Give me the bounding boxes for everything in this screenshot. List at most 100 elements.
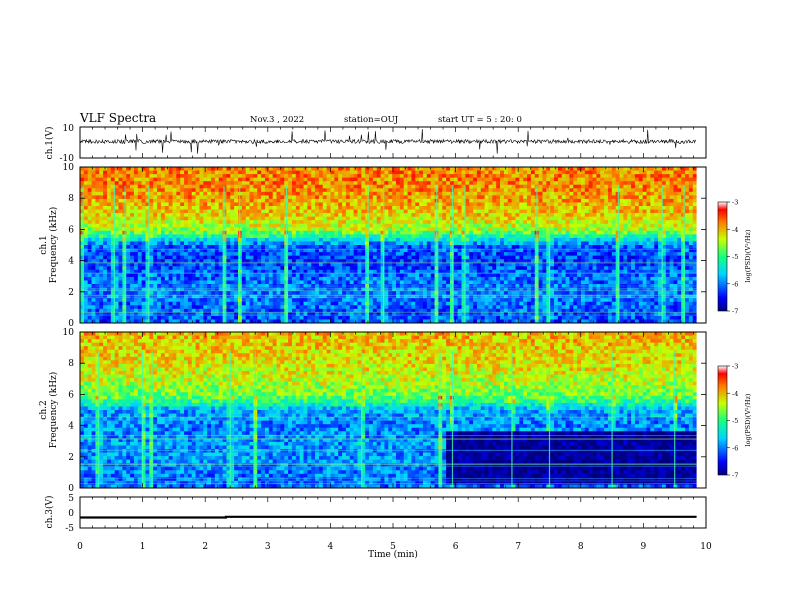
ch1-spectrogram-cell: [91, 181, 96, 186]
ch1-spectrogram-cell: [295, 305, 301, 310]
ch1-spectrogram-cell: [241, 184, 247, 189]
ch1-spectrogram-cell: [199, 255, 204, 260]
ch1-spectrogram-cell: [257, 237, 262, 242]
ch1-spectrogram-cell: [106, 252, 112, 257]
ch1-spectrogram-cell: [261, 167, 266, 171]
ch1-spectrogram-cell: [168, 294, 173, 299]
ch1-spectrogram-cell: [507, 206, 513, 210]
ch1-spectrogram-cell: [149, 237, 154, 242]
ch1-spectrogram-cell: [141, 241, 146, 246]
ch1-spectrogram-cell: [268, 237, 274, 242]
ch1-spectrogram-cell: [446, 280, 451, 285]
ch1-spectrogram-cell: [261, 273, 266, 278]
ch1-spectrogram-cell: [272, 184, 277, 189]
ch1-spectrogram-cell: [476, 291, 482, 296]
ch1-spectrogram-cell: [396, 198, 401, 203]
ch1-spectrogram-cell: [407, 287, 412, 292]
ch1-spectrogram-cell: [160, 227, 166, 232]
ch1-spectrogram-cell: [195, 291, 200, 296]
ch1-spectrogram-cell: [480, 280, 486, 285]
ch1-spectrogram-cell: [446, 202, 451, 207]
ch1-spectrogram-cell: [164, 209, 170, 214]
ch1-spectrogram-cell: [353, 312, 358, 317]
ch1-spectrogram-cell: [99, 227, 104, 232]
ch1-spectrogram-cell: [399, 188, 405, 193]
ch1-spectrogram-cell: [496, 202, 501, 207]
ch1-spectrogram-cell: [268, 276, 274, 281]
ch1-spectrogram-cell: [419, 227, 424, 232]
ch1-spectrogram-cell: [245, 241, 250, 246]
ch1-spectrogram-cell: [164, 188, 170, 193]
ch1-spectrogram-cell: [384, 291, 389, 296]
ch1-spectrogram-cell: [380, 259, 385, 264]
ch1-spectrogram-cell: [291, 266, 297, 271]
ch1-spectrogram-cell: [288, 184, 293, 189]
ch1-spectrogram-cell: [168, 245, 173, 249]
ch1-spectrogram-cell: [272, 206, 277, 210]
ch1-spectrogram-cell: [80, 252, 85, 257]
ch1-spectrogram-cell: [322, 177, 328, 182]
ch1-spectrogram-cell: [419, 315, 424, 320]
ch1-spectrogram-cell: [145, 245, 150, 249]
ch1-spectrogram-cell: [211, 195, 216, 200]
ch1-spectrogram-cell: [126, 266, 131, 271]
ch1-spectrogram-cell: [415, 276, 420, 281]
ch1-spectrogram-cell: [149, 262, 154, 267]
ch1-spectrogram-cell: [380, 167, 385, 171]
ch1-spectrogram-cell: [476, 237, 482, 242]
ch1-spectrogram-cell: [133, 174, 139, 179]
ch1-spectrogram-cell: [430, 188, 435, 193]
ch1-spectrogram-cell: [480, 191, 486, 196]
ch1-spectrogram-cell: [149, 252, 154, 257]
ch1-spectrogram-cell: [369, 294, 374, 299]
ch1-spectrogram-cell: [357, 209, 362, 214]
ch1-spectrogram-cell: [342, 266, 347, 271]
ch1-spectrogram-cell: [469, 287, 474, 292]
ch1-spectrogram-cell: [230, 273, 235, 278]
ch1-spectrogram-cell: [500, 209, 505, 214]
ch1-spectrogram-cell: [315, 305, 320, 310]
ch1-spectrogram-cell: [476, 255, 482, 260]
ch1-spectrogram-cell: [369, 319, 374, 323]
ch1-spectrogram-cell: [365, 181, 370, 186]
ch1-spectrogram-cell: [496, 245, 501, 249]
ch1-spectrogram-cell: [369, 184, 374, 189]
ch1-spectrogram-cell: [288, 206, 293, 210]
ch1-spectrogram-cell: [515, 170, 520, 175]
ch1-spectrogram-cell: [330, 319, 335, 323]
ch1-spectrogram-cell: [488, 273, 493, 278]
ch1-spectrogram-cell: [392, 227, 397, 232]
ch1-spectrogram-cell: [500, 287, 505, 292]
ch1-spectrogram-cell: [230, 262, 235, 267]
ch1-spectrogram-cell: [330, 206, 335, 210]
ch1-spectrogram-cell: [130, 241, 135, 246]
ch1-spectrogram-cell: [392, 262, 397, 267]
ch1-spectrogram-cell: [507, 315, 513, 320]
ch1-spectrogram-cell: [392, 223, 397, 228]
ch1-spectrogram-cell: [214, 298, 220, 303]
ch1-spectrogram-cell: [80, 266, 85, 271]
ch1-spectrogram-cell: [326, 174, 331, 179]
ch1-spectrogram-cell: [234, 170, 239, 175]
ch1-spectrogram-cell: [83, 294, 89, 299]
ch1-spectrogram-cell: [253, 301, 258, 306]
ch1-spectrogram-cell: [126, 312, 131, 317]
ch1-spectrogram-cell: [399, 312, 405, 317]
ch1-spectrogram-cell: [469, 291, 474, 296]
ch1-spectrogram-cell: [507, 259, 513, 264]
ch1-spectrogram-cell: [91, 259, 96, 264]
ch1-spectrogram-cell: [357, 167, 362, 171]
ch1-spectrogram-cell: [153, 170, 158, 175]
ch1-spectrogram-cell: [83, 248, 89, 253]
ch1-spectrogram-cell: [261, 252, 266, 257]
ch1-spectrogram-cell: [473, 198, 478, 203]
ch1-spectrogram-cell: [438, 220, 443, 225]
ch1-spectrogram-cell: [172, 291, 177, 296]
ch1-spectrogram-cell: [469, 195, 474, 200]
ch1-spectrogram-cell: [234, 220, 239, 225]
ch1-spectrogram-cell: [91, 269, 96, 274]
ch1-spectrogram-cell: [396, 252, 401, 257]
ch1-spectrogram-cell: [126, 227, 131, 232]
ch1-spectrogram-cell: [453, 308, 459, 313]
ch1-spectrogram-cell: [253, 223, 258, 228]
